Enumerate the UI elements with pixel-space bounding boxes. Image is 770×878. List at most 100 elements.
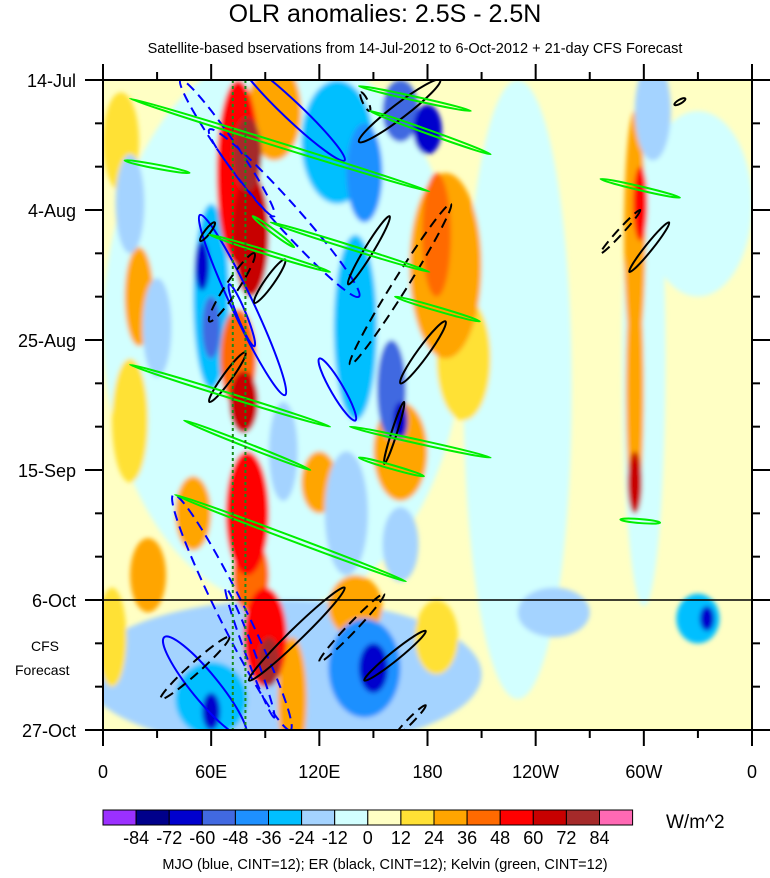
y-tick-label: 25-Aug	[18, 331, 76, 351]
kelvin-contour	[129, 97, 431, 193]
er-contour	[357, 80, 442, 144]
anomaly-patch	[625, 265, 644, 514]
kelvin-contour	[269, 221, 431, 273]
colorbar-swatch	[234, 809, 269, 826]
anomaly-patch	[225, 451, 269, 576]
mjo-contour	[171, 493, 293, 730]
anomaly-patch	[202, 692, 221, 730]
colorbar-swatch	[466, 809, 501, 826]
er-contour	[247, 586, 346, 682]
anomaly-patch	[633, 166, 648, 241]
colorbar-label: 72	[556, 828, 576, 848]
anomaly-patch	[232, 172, 269, 297]
colorbar-label: 12	[391, 828, 411, 848]
er-contour	[393, 704, 427, 730]
er-contour	[363, 629, 427, 682]
kelvin-contour	[123, 159, 191, 175]
colorbar-label: -36	[255, 828, 281, 848]
kelvin-contour	[174, 493, 407, 583]
x-tick-label: 120W	[512, 762, 559, 782]
anomaly-patch	[112, 358, 149, 483]
colorbar-swatch	[201, 809, 236, 826]
mjo-contour	[161, 635, 248, 730]
anomaly-patch	[324, 451, 369, 576]
er-contour	[599, 208, 642, 255]
anomaly-patch	[643, 110, 752, 297]
colorbar-swatch	[532, 809, 567, 826]
y-tick-label: 4-Aug	[28, 201, 76, 221]
anomaly-patch	[142, 278, 172, 378]
chart-title: OLR anomalies: 2.5S - 2.5N	[228, 0, 542, 28]
kelvin-contour	[368, 109, 492, 156]
x-tick-label: 60E	[195, 762, 227, 782]
mjo-contour	[238, 80, 346, 162]
anomaly-patch	[277, 637, 307, 730]
units-label: W/m^2	[666, 812, 725, 833]
y-tick-label: 6-Oct	[32, 591, 76, 611]
kelvin-contour	[129, 363, 332, 428]
anomaly-patch	[699, 606, 715, 631]
er-contour	[159, 635, 231, 701]
anomaly-patch	[634, 80, 671, 161]
anomaly-patch	[232, 117, 262, 192]
anomaly-patch	[676, 593, 720, 644]
mjo-contour	[227, 283, 257, 348]
chart-subtitle: Satellite-based bservations from 14-Jul-…	[147, 41, 683, 57]
er-contour	[318, 592, 386, 664]
colorbar-swatch	[433, 809, 468, 826]
mjo-contour	[317, 357, 358, 422]
colorbar-label: -12	[322, 828, 348, 848]
colorbar-swatch	[400, 809, 435, 826]
anomaly-patch	[130, 538, 167, 613]
mjo-contour	[207, 128, 361, 299]
x-tick-label: 60W	[625, 762, 662, 782]
x-tick-label: 0	[98, 762, 108, 782]
anomaly-patch	[175, 476, 212, 551]
kelvin-contour	[599, 177, 681, 199]
x-tick-label: 0	[747, 762, 757, 782]
x-tick-label: 180	[412, 762, 442, 782]
colorbar-label: 48	[490, 828, 510, 848]
y-tick-label: 14-Jul	[27, 71, 76, 91]
x-tick-label: 120E	[298, 762, 340, 782]
colorbar-swatch	[367, 809, 402, 826]
colorbar-swatch	[301, 809, 336, 826]
kelvin-contour	[348, 425, 492, 459]
kelvin-contour	[357, 456, 425, 478]
colorbar-swatch	[334, 809, 369, 826]
colorbar-label: -24	[289, 828, 315, 848]
colorbar-label: 84	[589, 828, 609, 848]
colorbar-label: -60	[189, 828, 215, 848]
er-contour	[199, 221, 217, 243]
anomaly-patch	[268, 401, 298, 501]
kelvin-contour	[394, 295, 481, 323]
anomaly-field	[103, 80, 752, 730]
colorbar-swatch	[102, 809, 137, 826]
er-contour	[673, 97, 687, 107]
colorbar-label: 0	[363, 828, 373, 848]
contour-legend: MJO (blue, CINT=12); ER (black, CINT=12)…	[162, 857, 608, 873]
reference-lines	[231, 80, 247, 730]
er-contour	[399, 320, 447, 385]
anomaly-patch	[517, 587, 590, 638]
anomaly-patch	[333, 234, 378, 421]
colorbar-swatch	[268, 809, 303, 826]
colorbar-swatch	[599, 809, 634, 826]
mjo-contour	[224, 586, 276, 719]
colorbar-swatch	[499, 809, 534, 826]
anomaly-patch	[414, 600, 459, 675]
anomaly-patch	[247, 80, 302, 161]
colorbar-label: 36	[457, 828, 477, 848]
kelvin-contour	[183, 419, 312, 472]
anomaly-patch	[202, 296, 221, 359]
colorbar-label: -48	[222, 828, 248, 848]
colorbar-swatch	[565, 809, 601, 826]
anomaly-patch	[194, 240, 210, 291]
anomaly-patch	[627, 451, 643, 514]
kelvin-contour	[251, 215, 296, 249]
colorbar-label: -72	[156, 828, 182, 848]
colorbar-label: -84	[123, 828, 149, 848]
y-tick-label: 15-Sep	[18, 461, 76, 481]
kelvin-contour	[208, 233, 332, 274]
